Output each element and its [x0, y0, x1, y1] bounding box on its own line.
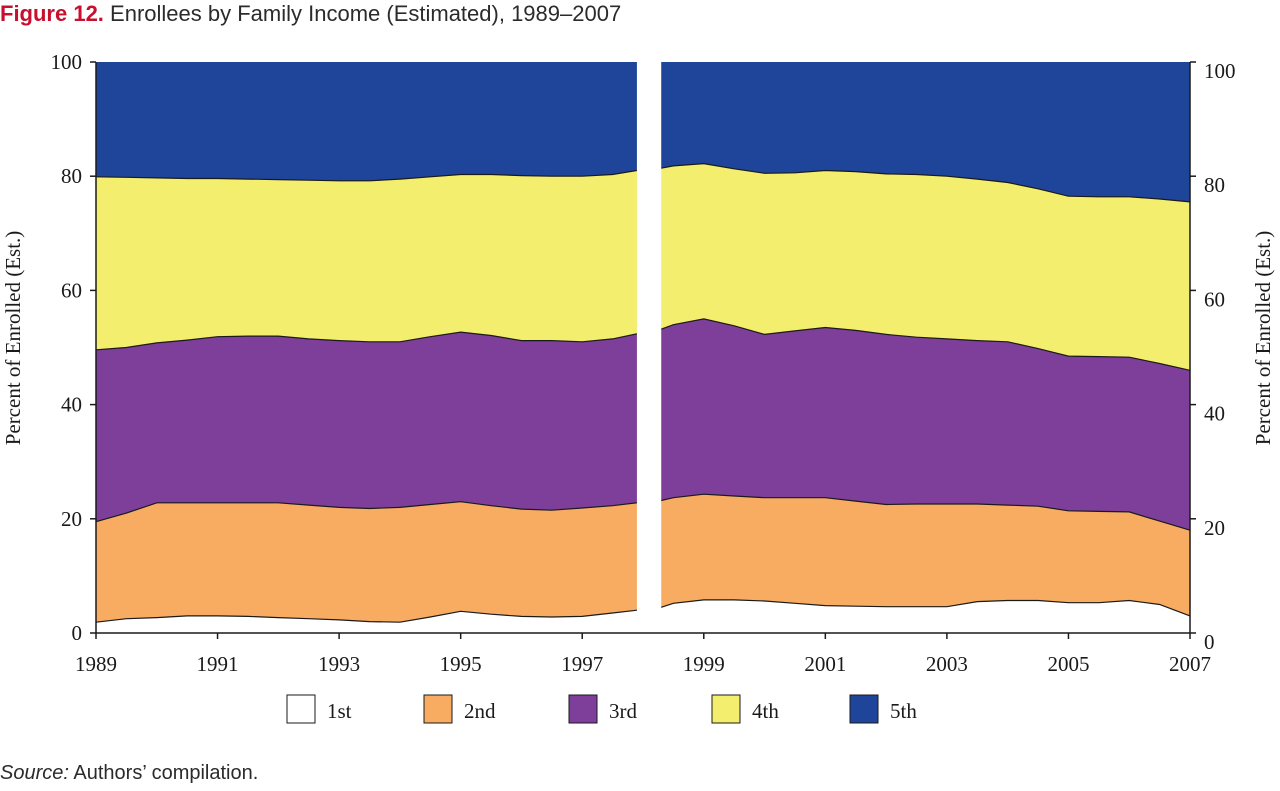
x-tick-label: 1991	[197, 652, 239, 676]
legend-swatch-5th	[849, 694, 879, 724]
x-tick-label: 2001	[804, 652, 846, 676]
y-axis-title-left: Percent of Enrolled (Est.)	[1, 231, 25, 446]
y-tick-label-left: 60	[61, 278, 82, 302]
x-tick-label: 1993	[318, 652, 360, 676]
figure-label: Figure 12.	[0, 1, 104, 26]
y-tick-label-left: 0	[72, 621, 83, 645]
y-tick-label-right: 40	[1204, 402, 1225, 426]
x-tick-label: 1997	[561, 652, 603, 676]
y-tick-label-right: 20	[1204, 516, 1225, 540]
y-tick-label-left: 80	[61, 164, 82, 188]
y-tick-label-right: 80	[1204, 173, 1225, 197]
x-tick-label: 2005	[1047, 652, 1089, 676]
legend-swatch-3rd	[568, 694, 598, 724]
legend-swatch-1st	[286, 694, 316, 724]
figure-title-text: Enrollees by Family Income (Estimated), …	[110, 1, 622, 26]
legend-label-4th: 4th	[752, 699, 779, 723]
y-tick-label-left: 100	[51, 50, 83, 74]
source-label: Source:	[0, 762, 69, 784]
x-tick-label: 1989	[75, 652, 117, 676]
x-tick-label: 2003	[926, 652, 968, 676]
legend-label-1st: 1st	[327, 699, 352, 723]
axis-break-gap	[636, 58, 662, 632]
figure-title: Figure 12. Enrollees by Family Income (E…	[0, 0, 621, 28]
source-note: Source: Authors’ compilation.	[0, 762, 258, 785]
legend-swatch-2nd	[423, 694, 453, 724]
legend-label-5th: 5th	[890, 699, 917, 723]
stacked-area-chart: 0 0 20 20 40 40 60 60 80 80 100 100 1989 1991 1993 1995…	[1, 50, 1275, 724]
x-tick-label: 1999	[683, 652, 725, 676]
legend-label-2nd: 2nd	[464, 699, 496, 723]
legend-swatch-4th	[711, 694, 741, 724]
axes: 0 0 20 20 40 40 60 60 80 80 100 100 1989 1991 1993 1995…	[51, 50, 1236, 676]
x-tick-label: 2007	[1169, 652, 1211, 676]
y-tick-label-left: 20	[61, 507, 82, 531]
y-tick-label-right: 0	[1204, 630, 1215, 654]
y-tick-label-right: 60	[1204, 287, 1225, 311]
source-text: Authors’ compilation.	[68, 762, 259, 784]
legend: 1st 2nd 3rd 4th 5th	[286, 694, 917, 724]
y-tick-label-right: 100	[1204, 59, 1236, 83]
legend-label-3rd: 3rd	[609, 699, 637, 723]
y-tick-label-left: 40	[61, 393, 82, 417]
y-axis-title-right: Percent of Enrolled (Est.)	[1251, 231, 1275, 446]
x-tick-label: 1995	[440, 652, 482, 676]
